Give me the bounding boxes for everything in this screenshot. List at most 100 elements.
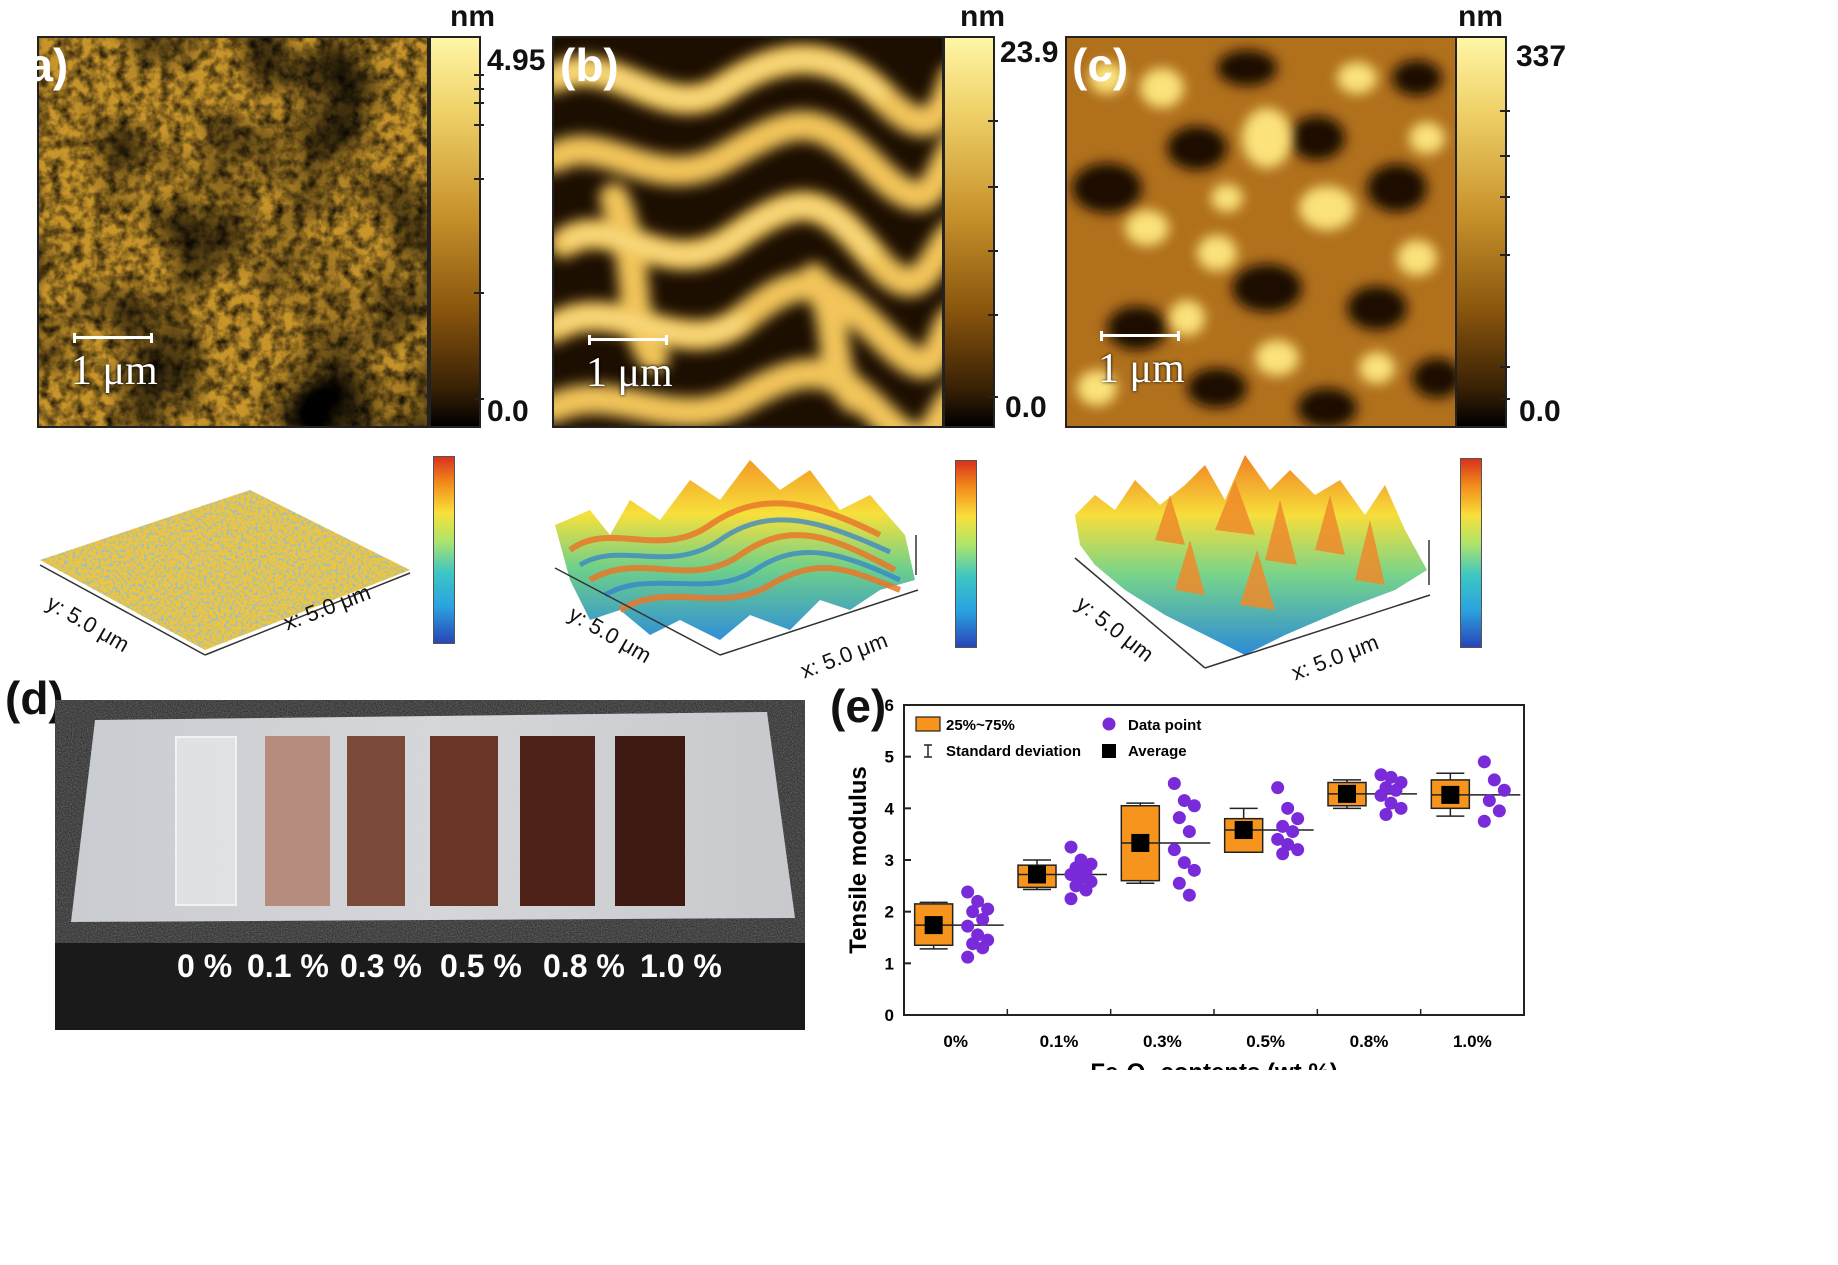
colorbar-tick [1500,110,1510,112]
sample-swatch [265,736,330,906]
scale-bar-label-b: 1 μm [586,350,673,396]
mean-marker [1441,785,1460,804]
x-tick-label: 0.3% [1143,1032,1182,1051]
data-point [1497,783,1511,797]
colorbar-min-a: 0.0 [487,395,529,428]
panel-label-e: (e) [830,680,887,732]
data-point [961,919,975,933]
data-point [1379,808,1393,822]
data-point [1167,843,1181,857]
x-axis-label-part: Fe [1090,1059,1118,1070]
colorbar-a [429,36,481,428]
y-axis-label: Tensile modulus [845,766,872,954]
colorbar-tick [474,178,484,180]
x-axis-label-part: contents (wt.%) [1154,1059,1338,1070]
data-point [1276,847,1290,861]
colorbar-c [1455,36,1507,428]
data-point [966,937,980,951]
data-point [1187,799,1201,813]
legend-mean-swatch [1102,744,1116,758]
data-point [1064,867,1078,881]
data-point [1477,814,1491,828]
x-axis-label-part: O [1127,1059,1146,1070]
sample-swatch [175,736,237,906]
y-tick-label: 0 [885,1006,894,1025]
panel-label-b: (b) [560,39,619,91]
legend-whisker-label: Standard deviation [946,743,1081,760]
data-point [976,912,990,926]
afm-texture-a [39,38,427,426]
sample-swatch [430,736,498,906]
sample-label: 0.3 % [340,948,422,984]
data-point [1281,801,1295,815]
data-point [1286,825,1300,839]
data-point [971,894,985,908]
data-point [981,902,995,916]
afm-texture-b [554,38,942,426]
colorbar-3d-a [433,456,455,644]
panel-label-a: (a) [12,39,69,91]
y-tick-label: 3 [885,851,894,870]
legend-point-label: Data point [1128,717,1201,734]
colorbar-min-c: 0.0 [1519,395,1561,428]
colorbar-tick [988,120,998,122]
data-point [1064,892,1078,906]
sample-label: 0.8 % [543,948,625,984]
x-tick-label: 0.5% [1246,1032,1285,1051]
colorbar-tick [474,398,484,400]
surface-3d-a [39,490,411,656]
colorbar-tick [988,396,998,398]
colorbar-tick [474,124,484,126]
y-tick-label: 1 [885,954,894,973]
sample-swatch [615,736,685,906]
data-point [1271,781,1285,795]
data-point [1477,755,1491,769]
colorbar-tick [1500,366,1510,368]
legend-box-swatch [915,716,941,732]
data-point [1482,794,1496,808]
colorbar-tick [474,88,484,90]
colorbar-tick [1500,398,1510,400]
colorbar-b [943,36,995,428]
colorbar-tick [988,186,998,188]
surface-3d-b [554,460,919,656]
colorbar-unit-a: nm [450,0,495,33]
legend-mean-label: Average [1128,743,1187,760]
x-tick-label: 1.0% [1453,1032,1492,1051]
data-point [1177,794,1191,808]
data-point [961,885,975,899]
data-point [1291,843,1305,857]
data-point [976,941,990,955]
scale-bar-label-c: 1 μm [1098,346,1185,392]
colorbar-max-b: 23.9 [1000,36,1059,69]
y-tick-label: 2 [885,903,894,922]
colorbar-tick [1500,254,1510,256]
x-axis-label: Fe3O4 contents (wt.%) [1090,1059,1337,1070]
data-point [1384,770,1398,784]
colorbar-unit-b: nm [960,0,1005,33]
data-point [1389,783,1403,797]
data-point [1291,812,1305,826]
colorbar-tick [474,74,484,76]
y-tick-label: 6 [885,696,894,715]
mean-marker [1338,784,1356,803]
mean-marker [1234,821,1253,840]
data-point [1271,832,1285,846]
y-tick-label: 4 [885,799,895,818]
data-point [1167,777,1181,791]
x-tick-label: 0% [943,1032,968,1051]
x-tick-label: 0.1% [1040,1032,1079,1051]
mean-marker [924,916,943,935]
legend-box-label: 25%~75% [946,717,1015,734]
afm-image-a [37,36,429,428]
data-point [1384,796,1398,810]
colorbar-tick [474,292,484,294]
colorbar-3d-c [1460,458,1482,648]
data-point [1374,768,1388,782]
afm-image-b [552,36,944,428]
colorbar-tick [988,314,998,316]
afm-texture-c [1067,38,1455,426]
colorbar-tick [1500,196,1510,198]
mean-marker [1131,833,1150,852]
data-point [1374,788,1388,802]
